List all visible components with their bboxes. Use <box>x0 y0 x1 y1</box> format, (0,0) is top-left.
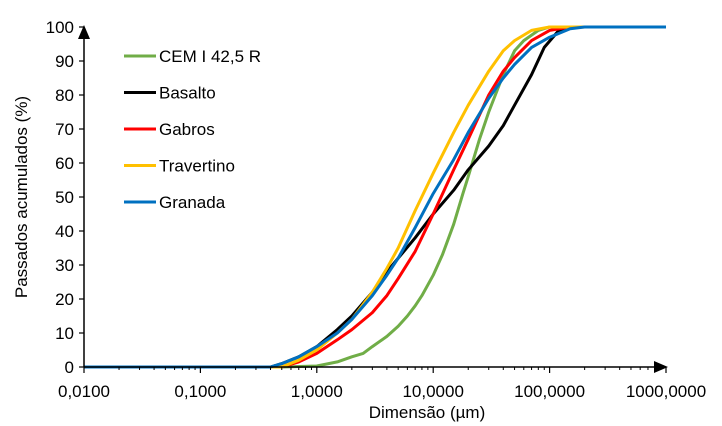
series-line-4 <box>84 25 666 369</box>
axes <box>78 25 668 373</box>
y-tick-label: 80 <box>55 86 74 105</box>
x-tick-label: 10,0000 <box>402 382 463 401</box>
tick-labels: 0 10 20 30 40 50 60 70 80 90 100 0,0100 0,1000 1,0000… <box>46 18 707 401</box>
legend-label-5: Granada <box>159 193 226 212</box>
y-tick-label: 60 <box>55 154 74 173</box>
legend-label-3: Gabros <box>159 120 215 139</box>
legend-label-2: Basalto <box>159 84 216 103</box>
x-tick-label: 100,0000 <box>514 382 585 401</box>
y-axis-title: Passados acumulados (%) <box>12 96 31 298</box>
series-line-5 <box>84 25 666 369</box>
y-tick-label: 30 <box>55 256 74 275</box>
legend-label-1: CEM I 42,5 R <box>159 47 261 66</box>
y-tick-label: 40 <box>55 222 74 241</box>
x-tick-label: 0,1000 <box>174 382 226 401</box>
plot-area <box>84 25 666 369</box>
legend-label-4: Travertino <box>159 157 235 176</box>
series-line-3 <box>84 25 666 369</box>
y-tick-label: 90 <box>55 52 74 71</box>
x-tick-label: 0,0100 <box>58 382 110 401</box>
y-tick-label: 20 <box>55 290 74 309</box>
y-tick-label: 70 <box>55 120 74 139</box>
series-line-1 <box>84 25 666 369</box>
legend: CEM I 42,5 R Basalto Gabros Travertino Grana… <box>124 47 261 212</box>
x-tick-label: 1000,0000 <box>626 382 706 401</box>
y-tick-label: 100 <box>46 18 74 37</box>
y-tick-label: 50 <box>55 188 74 207</box>
x-tick-label: 1,0000 <box>291 382 343 401</box>
x-axis-title: Dimensão (µm) <box>369 403 486 422</box>
y-axis-arrow <box>78 25 90 39</box>
y-tick-label: 10 <box>55 324 74 343</box>
y-tick-label: 0 <box>65 358 74 377</box>
